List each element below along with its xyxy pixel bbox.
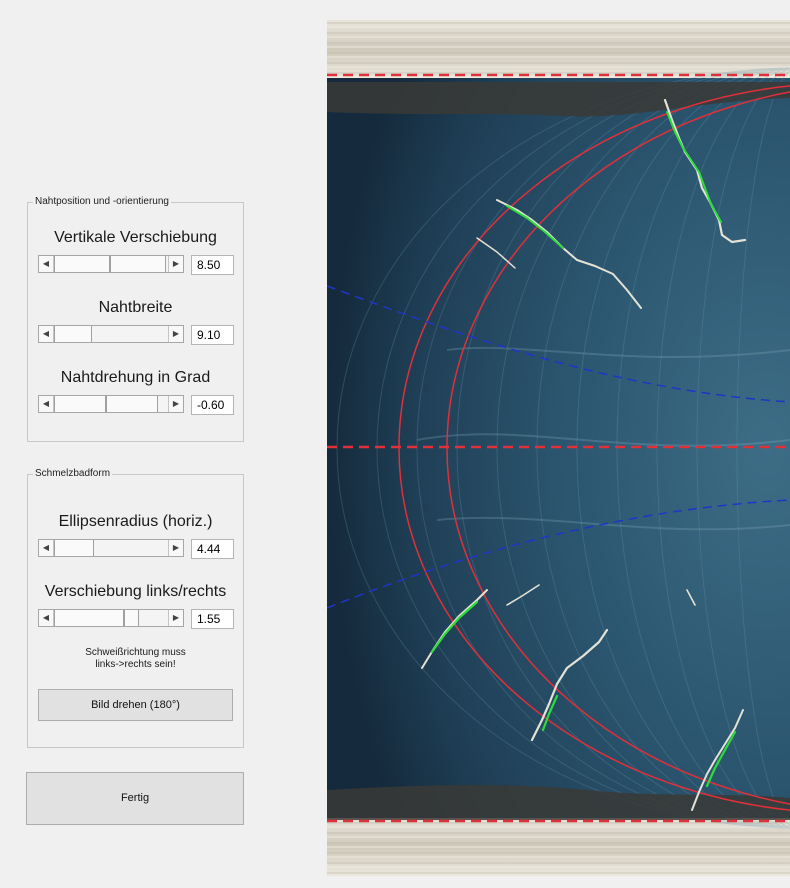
seam-width-label: Nahtbreite bbox=[98, 299, 173, 316]
slider-right-arrow-icon[interactable]: ▶ bbox=[168, 326, 183, 342]
shift-left-right-slider[interactable]: ◀ ▶ bbox=[38, 609, 184, 627]
seam-width-slider[interactable]: ◀ ▶ bbox=[38, 325, 184, 343]
melt-pool-panel: Schmelzbadform Ellipsenradius (horiz.) ◀… bbox=[27, 467, 244, 748]
slider-thumb[interactable] bbox=[54, 610, 124, 626]
slider-right-arrow-icon[interactable]: ▶ bbox=[168, 610, 183, 626]
slider-thumb[interactable] bbox=[54, 540, 94, 556]
slider-thumb[interactable] bbox=[110, 256, 166, 272]
shift-left-right-label: Verschiebung links/rechts bbox=[44, 583, 227, 600]
seam-position-panel: Nahtposition und -orientierung Vertikale… bbox=[27, 195, 244, 442]
vertical-shift-slider[interactable]: ◀ ▶ bbox=[38, 255, 184, 273]
pool-panel-title: Schmelzbadform bbox=[33, 467, 113, 481]
done-button[interactable]: Fertig bbox=[26, 772, 244, 825]
slider-right-arrow-icon[interactable]: ▶ bbox=[168, 396, 183, 412]
seam-rotation-value[interactable]: -0.60 bbox=[191, 395, 234, 415]
weld-direction-note-line1: Schweißrichtung muss bbox=[85, 647, 186, 658]
seam-rotation-slider[interactable]: ◀ ▶ bbox=[38, 395, 184, 413]
ellipse-radius-slider[interactable]: ◀ ▶ bbox=[38, 539, 184, 557]
slider-left-arrow-icon[interactable]: ◀ bbox=[39, 256, 54, 272]
seam-boundary-lines bbox=[327, 73, 790, 823]
shift-left-right-value[interactable]: 1.55 bbox=[191, 609, 234, 629]
vertical-shift-label: Vertikale Verschiebung bbox=[54, 229, 217, 246]
vertical-shift-value[interactable]: 8.50 bbox=[191, 255, 234, 275]
slider-thumb[interactable] bbox=[54, 256, 110, 272]
seam-width-value[interactable]: 9.10 bbox=[191, 325, 234, 345]
melt-pool-shape bbox=[327, 285, 790, 609]
rotate-image-button[interactable]: Bild drehen (180°) bbox=[38, 689, 233, 721]
slider-thumb[interactable] bbox=[54, 326, 92, 342]
ellipse-radius-value[interactable]: 4.44 bbox=[191, 539, 234, 559]
slider-left-arrow-icon[interactable]: ◀ bbox=[39, 396, 54, 412]
slider-thumb[interactable] bbox=[106, 396, 158, 412]
slider-left-arrow-icon[interactable]: ◀ bbox=[39, 540, 54, 556]
seam-panel-title: Nahtposition und -orientierung bbox=[33, 195, 171, 209]
slider-right-arrow-icon[interactable]: ▶ bbox=[168, 256, 183, 272]
slider-thumb[interactable] bbox=[54, 396, 106, 412]
slider-right-arrow-icon[interactable]: ▶ bbox=[168, 540, 183, 556]
slider-left-arrow-icon[interactable]: ◀ bbox=[39, 610, 54, 626]
ellipse-radius-label: Ellipsenradius (horiz.) bbox=[58, 513, 213, 530]
slider-thumb[interactable] bbox=[124, 610, 139, 626]
weld-direction-note-line2: links->rechts sein! bbox=[95, 659, 176, 670]
weld-micrograph bbox=[327, 20, 790, 876]
cracks bbox=[421, 98, 747, 811]
slider-left-arrow-icon[interactable]: ◀ bbox=[39, 326, 54, 342]
seam-rotation-label: Nahtdrehung in Grad bbox=[60, 369, 211, 386]
weld-micrograph-image bbox=[327, 20, 790, 876]
